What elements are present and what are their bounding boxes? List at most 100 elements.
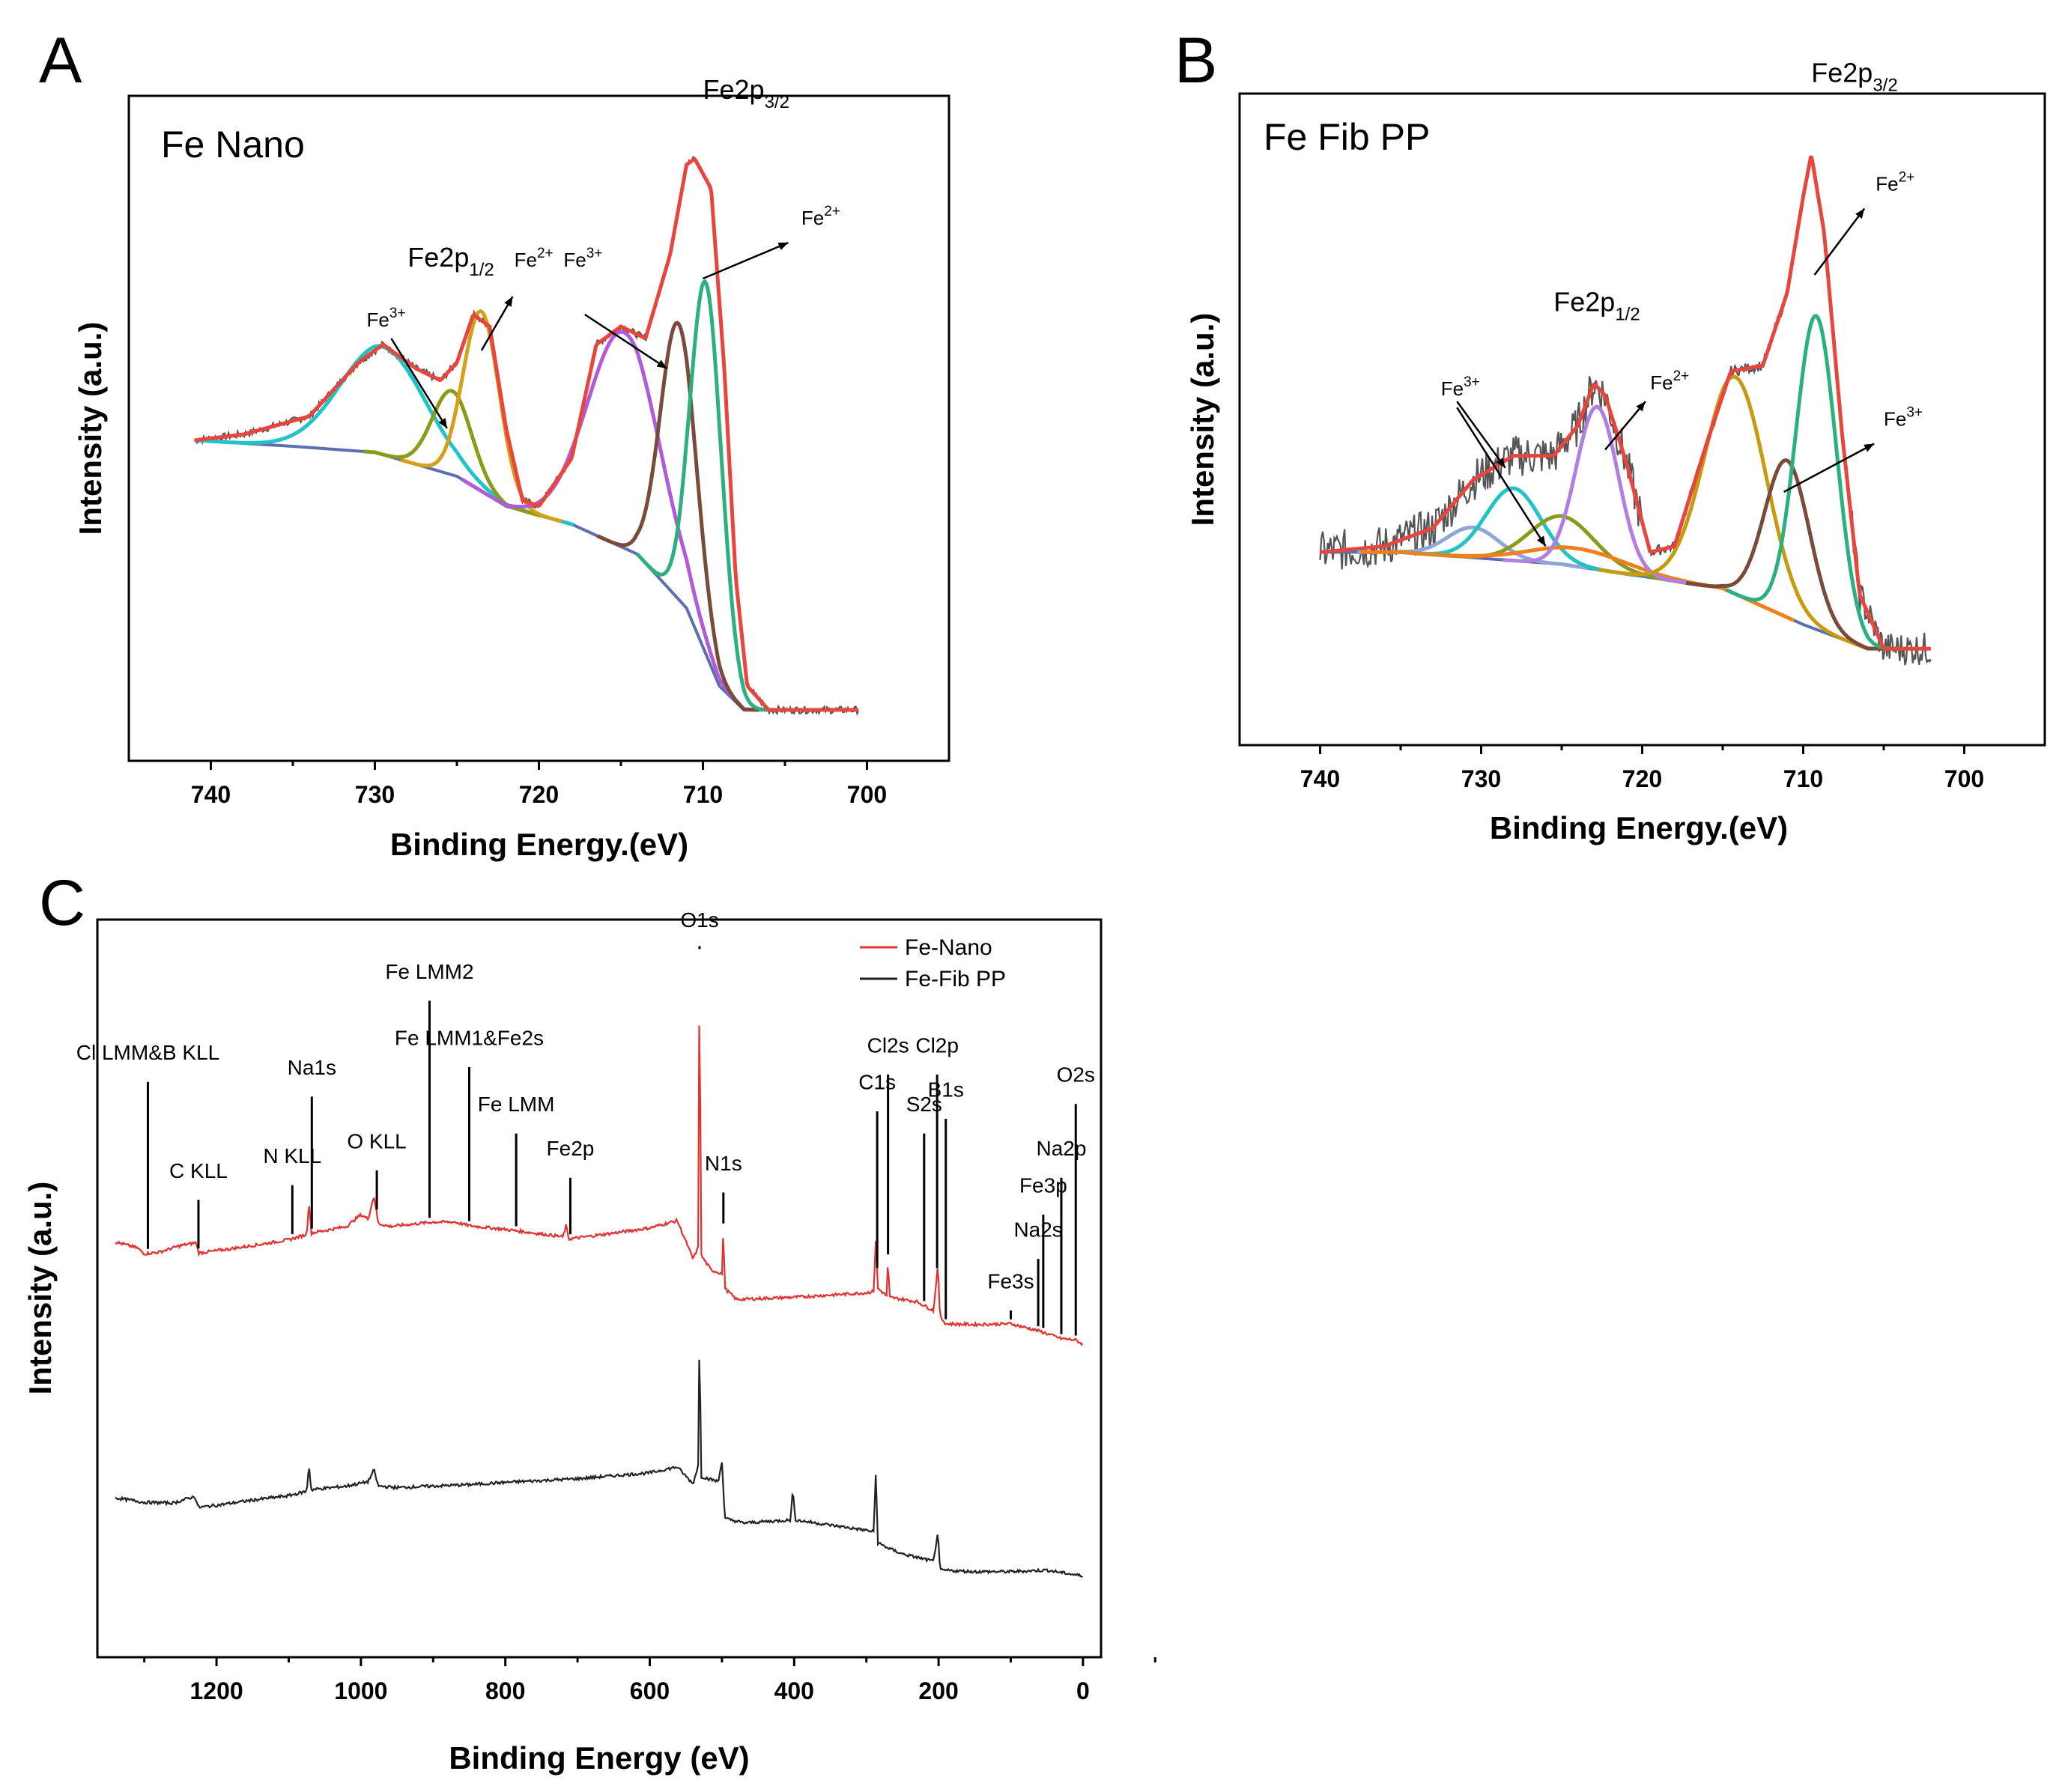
panel-b-ylabel: Intensity (a.u.) [1185, 313, 1220, 526]
annotation-superscript: 3+ [1906, 404, 1923, 420]
panel-a-annotations: Fe2p1/2 Fe2p3/2 Fe3+ Fe2+ Fe3+ Fe2+ [367, 74, 840, 429]
arrow-a-4-head [777, 242, 789, 251]
peak-label-9: Fe2p [547, 1137, 595, 1160]
arrow-b-3 [1604, 401, 1646, 451]
annotation-2: Fe2p3/2 [1811, 58, 1897, 96]
panel-a-xlabel: Binding Energy.(eV) [390, 827, 688, 862]
panel-b-plot [1319, 155, 1932, 666]
peak-label-18: Na2p [1037, 1137, 1087, 1160]
panel-letter-c: C [39, 867, 85, 939]
panel-b-xlabel: Binding Energy.(eV) [1490, 810, 1788, 845]
peak-label-19: Fe3p [1019, 1173, 1067, 1197]
panel-a-ticks: 740 730 720 710 700 [191, 761, 887, 808]
annotation-2: Fe2p3/2 [703, 74, 789, 112]
envelope-fit-line [1320, 155, 1931, 651]
background-line [194, 439, 859, 711]
component-peak-8 [1725, 314, 1907, 651]
peak-label-6: Fe LMM2 [385, 960, 473, 983]
x-tick-label-710: 710 [1783, 765, 1823, 792]
annotation-superscript: 2+ [537, 246, 554, 261]
panel-c-legend: Fe-Nano Fe-Fib PP [860, 935, 1006, 991]
peak-label-2: C KLL [169, 1159, 228, 1182]
arrow-a-1 [390, 338, 448, 429]
component-peak-3 [399, 309, 563, 523]
x-tick-label-1000: 1000 [334, 1677, 387, 1704]
panel-b-ticks: 740 730 720 710 700 [1300, 745, 1984, 792]
arrow-b-3-head [1636, 401, 1646, 412]
panel-c: C 1200 1000 800 600 400 200 0 Cl LMM&B KLL C KL… [22, 867, 1156, 1776]
panel-b: B 740 730 720 710 700 Fe Fib PP Fe2p1/2 Fe2p3… [1174, 25, 2046, 845]
annotation-4: Fe2+ [1650, 368, 1689, 394]
envelope-fit-line [194, 156, 859, 712]
component-peak-4 [1361, 545, 1795, 622]
x-tick-label-600: 600 [630, 1677, 670, 1704]
annotation-subscript: 1/2 [1615, 304, 1640, 324]
x-tick-label-730: 730 [1461, 765, 1501, 792]
x-tick-label-800: 800 [485, 1677, 525, 1704]
panel-letter-b: B [1174, 25, 1217, 97]
peak-label-1: Cl LMM&B KLL [76, 1041, 219, 1064]
panel-b-annotations: Fe2p1/2 Fe2p3/2 Fe3+ Fe2+ Fe2+ Fe3+ [1441, 58, 1923, 547]
arrow-a-3 [584, 313, 668, 370]
component-peak-5 [1502, 404, 1692, 586]
arrow-b-5 [1783, 443, 1875, 493]
arrow-a-3-head [656, 359, 667, 368]
peak-label-17: O2s [1057, 1063, 1095, 1087]
legend-label-fe-nano: Fe-Nano [905, 935, 992, 960]
panel-a-ylabel: Intensity (a.u.) [73, 322, 108, 535]
panel-b-title: Fe Fib PP [1264, 116, 1430, 158]
panel-a-title: Fe Nano [161, 124, 305, 165]
component-peak-6 [1598, 374, 1873, 651]
component-peak-1 [194, 344, 574, 527]
series-line-fe-fib-pp [115, 1359, 1084, 1579]
annotation-superscript: 3+ [586, 246, 603, 261]
peak-label-11: N1s [705, 1152, 742, 1175]
panel-a-frame [127, 94, 950, 762]
annotation-superscript: 3+ [1464, 374, 1480, 390]
panel-a: A 740 730 720 710 700 Fe Nano Fe2p1/2 Fe2p3/2… [39, 25, 950, 862]
arrow-b-1-head [1496, 458, 1505, 468]
annotation-4: Fe2+ [515, 246, 554, 271]
peak-label-12: C1s [858, 1071, 896, 1094]
panel-c-frame [96, 918, 1103, 1659]
peak-label-4: Na1s [288, 1056, 336, 1079]
x-tick-label-200: 200 [918, 1677, 958, 1704]
annotation-superscript: 2+ [1899, 169, 1915, 185]
x-tick-label-740: 740 [1300, 765, 1340, 792]
arrow-a-2 [480, 296, 514, 351]
peak-label-20: Na2s [1013, 1218, 1062, 1242]
peak-label-8: Fe LMM [478, 1093, 555, 1116]
component-peak-7 [1685, 458, 1888, 651]
arrow-b-2 [1456, 407, 1547, 547]
x-tick-label-740: 740 [191, 781, 231, 808]
arrow-b-2-head [1536, 535, 1546, 547]
peak-label-10: O1s [680, 908, 718, 932]
arrow-b-4-head [1855, 208, 1865, 219]
annotation-superscript: 2+ [1673, 368, 1690, 384]
arrow-b-1 [1456, 401, 1506, 469]
panel-letter-a: A [39, 25, 82, 97]
annotation-subscript: 3/2 [765, 92, 789, 112]
arrow-a-4 [703, 241, 789, 280]
annotation-subscript: 3/2 [1873, 76, 1897, 96]
arrow-b-4 [1813, 207, 1866, 276]
component-peak-6 [635, 279, 776, 712]
annotation-superscript: 2+ [824, 204, 840, 219]
annotation-5: Fe2+ [1876, 169, 1914, 195]
x-tick-label-700: 700 [847, 781, 887, 808]
annotation-6: Fe3+ [1884, 404, 1923, 430]
x-tick-label-720: 720 [519, 781, 559, 808]
peak-label-21: Fe3s [987, 1270, 1034, 1293]
x-tick-label-700: 700 [1944, 765, 1984, 792]
annotation-subscript: 1/2 [469, 260, 494, 280]
arrow-a-1-head [438, 418, 447, 428]
panel-c-xlabel: Binding Energy (eV) [449, 1740, 749, 1776]
peak-label-13: Cl2s [867, 1033, 909, 1057]
x-tick-label-400: 400 [774, 1677, 814, 1704]
peak-label-16: B1s [928, 1078, 964, 1101]
annotation-3: Fe3+ [367, 306, 406, 331]
legend-label-fe-fib-pp: Fe-Fib PP [905, 967, 1006, 991]
component-peak-5 [596, 321, 759, 712]
arrow-a-2-head [504, 297, 513, 307]
